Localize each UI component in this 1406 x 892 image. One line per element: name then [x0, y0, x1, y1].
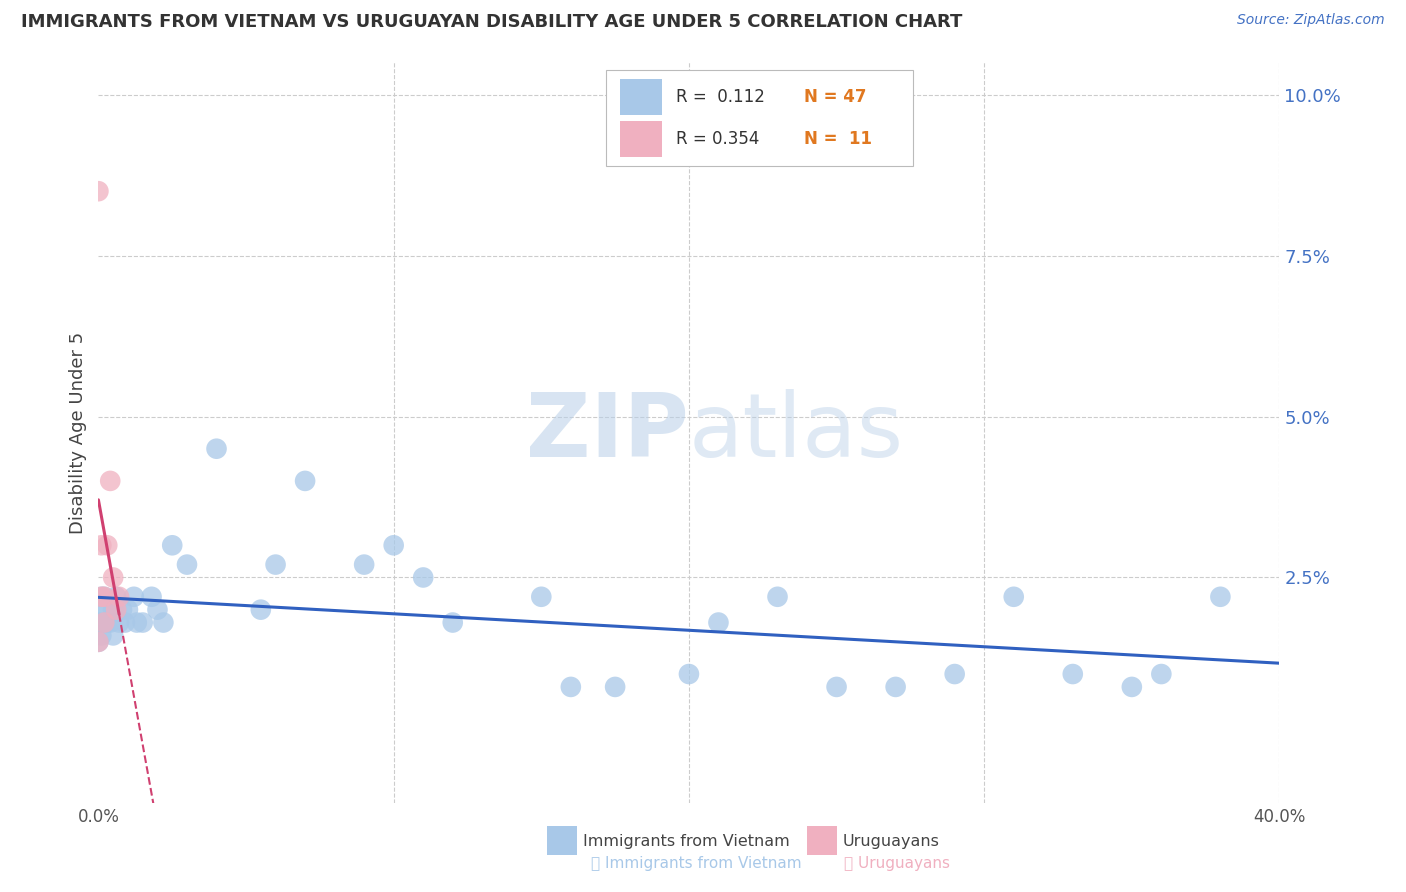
Point [382, 538, 405, 552]
Point [90, 590, 112, 604]
Point [87, 635, 110, 649]
Point [103, 628, 125, 642]
Bar [620, 79, 662, 114]
Bar [547, 827, 576, 855]
Point [766, 590, 789, 604]
Text: Uruguayans: Uruguayans [842, 834, 939, 849]
Point [943, 667, 966, 681]
Point [96, 602, 118, 616]
Point [98, 474, 121, 488]
Point [90, 538, 112, 552]
Point [111, 602, 134, 616]
Point [162, 538, 183, 552]
Point [87, 615, 110, 630]
Y-axis label: Disability Age Under 5: Disability Age Under 5 [69, 332, 87, 533]
Point [141, 590, 163, 604]
Point [108, 615, 131, 630]
Point [93, 615, 115, 630]
Point [98, 615, 121, 630]
Point [96, 538, 118, 552]
Point [530, 590, 553, 604]
Text: Immigrants from Vietnam: Immigrants from Vietnam [582, 834, 789, 849]
Point [122, 590, 145, 604]
Text: N = 47: N = 47 [803, 87, 866, 106]
Point [353, 558, 375, 572]
Text: atlas: atlas [689, 389, 904, 476]
Text: R = 0.354: R = 0.354 [676, 130, 759, 148]
Point [96, 615, 118, 630]
Point [1150, 667, 1173, 681]
Point [1062, 667, 1084, 681]
Point [125, 615, 148, 630]
Point [707, 615, 730, 630]
Point [105, 602, 128, 616]
Text: ⬛ Uruguayans: ⬛ Uruguayans [844, 856, 949, 871]
Point [294, 474, 316, 488]
Point [560, 680, 582, 694]
Point [1209, 590, 1232, 604]
Point [825, 680, 848, 694]
Point [884, 680, 907, 694]
Point [205, 442, 228, 456]
Point [108, 590, 131, 604]
Point [176, 558, 198, 572]
Point [678, 667, 700, 681]
FancyBboxPatch shape [606, 70, 914, 166]
Text: ⬛ Immigrants from Vietnam: ⬛ Immigrants from Vietnam [591, 856, 801, 871]
Point [441, 615, 464, 630]
Text: IMMIGRANTS FROM VIETNAM VS URUGUAYAN DISABILITY AGE UNDER 5 CORRELATION CHART: IMMIGRANTS FROM VIETNAM VS URUGUAYAN DIS… [21, 13, 963, 31]
Point [1002, 590, 1025, 604]
Point [90, 628, 112, 642]
Bar [620, 121, 662, 157]
Point [117, 602, 139, 616]
Text: Source: ZipAtlas.com: Source: ZipAtlas.com [1237, 13, 1385, 28]
Point [132, 615, 155, 630]
Point [93, 590, 115, 604]
Point [90, 602, 112, 616]
Point [264, 558, 287, 572]
Point [146, 602, 169, 616]
Bar [807, 827, 837, 855]
Point [250, 602, 273, 616]
Point [605, 680, 627, 694]
Point [114, 615, 136, 630]
Point [103, 570, 125, 584]
Text: ZIP: ZIP [526, 389, 689, 476]
Point [152, 615, 174, 630]
Text: N =  11: N = 11 [803, 130, 872, 148]
Point [87, 184, 110, 198]
Point [412, 570, 434, 584]
Point [1121, 680, 1143, 694]
Point [90, 590, 112, 604]
Point [105, 590, 128, 604]
Point [93, 615, 115, 630]
Point [87, 635, 110, 649]
Point [103, 602, 125, 616]
Point [93, 590, 115, 604]
Text: R =  0.112: R = 0.112 [676, 87, 765, 106]
